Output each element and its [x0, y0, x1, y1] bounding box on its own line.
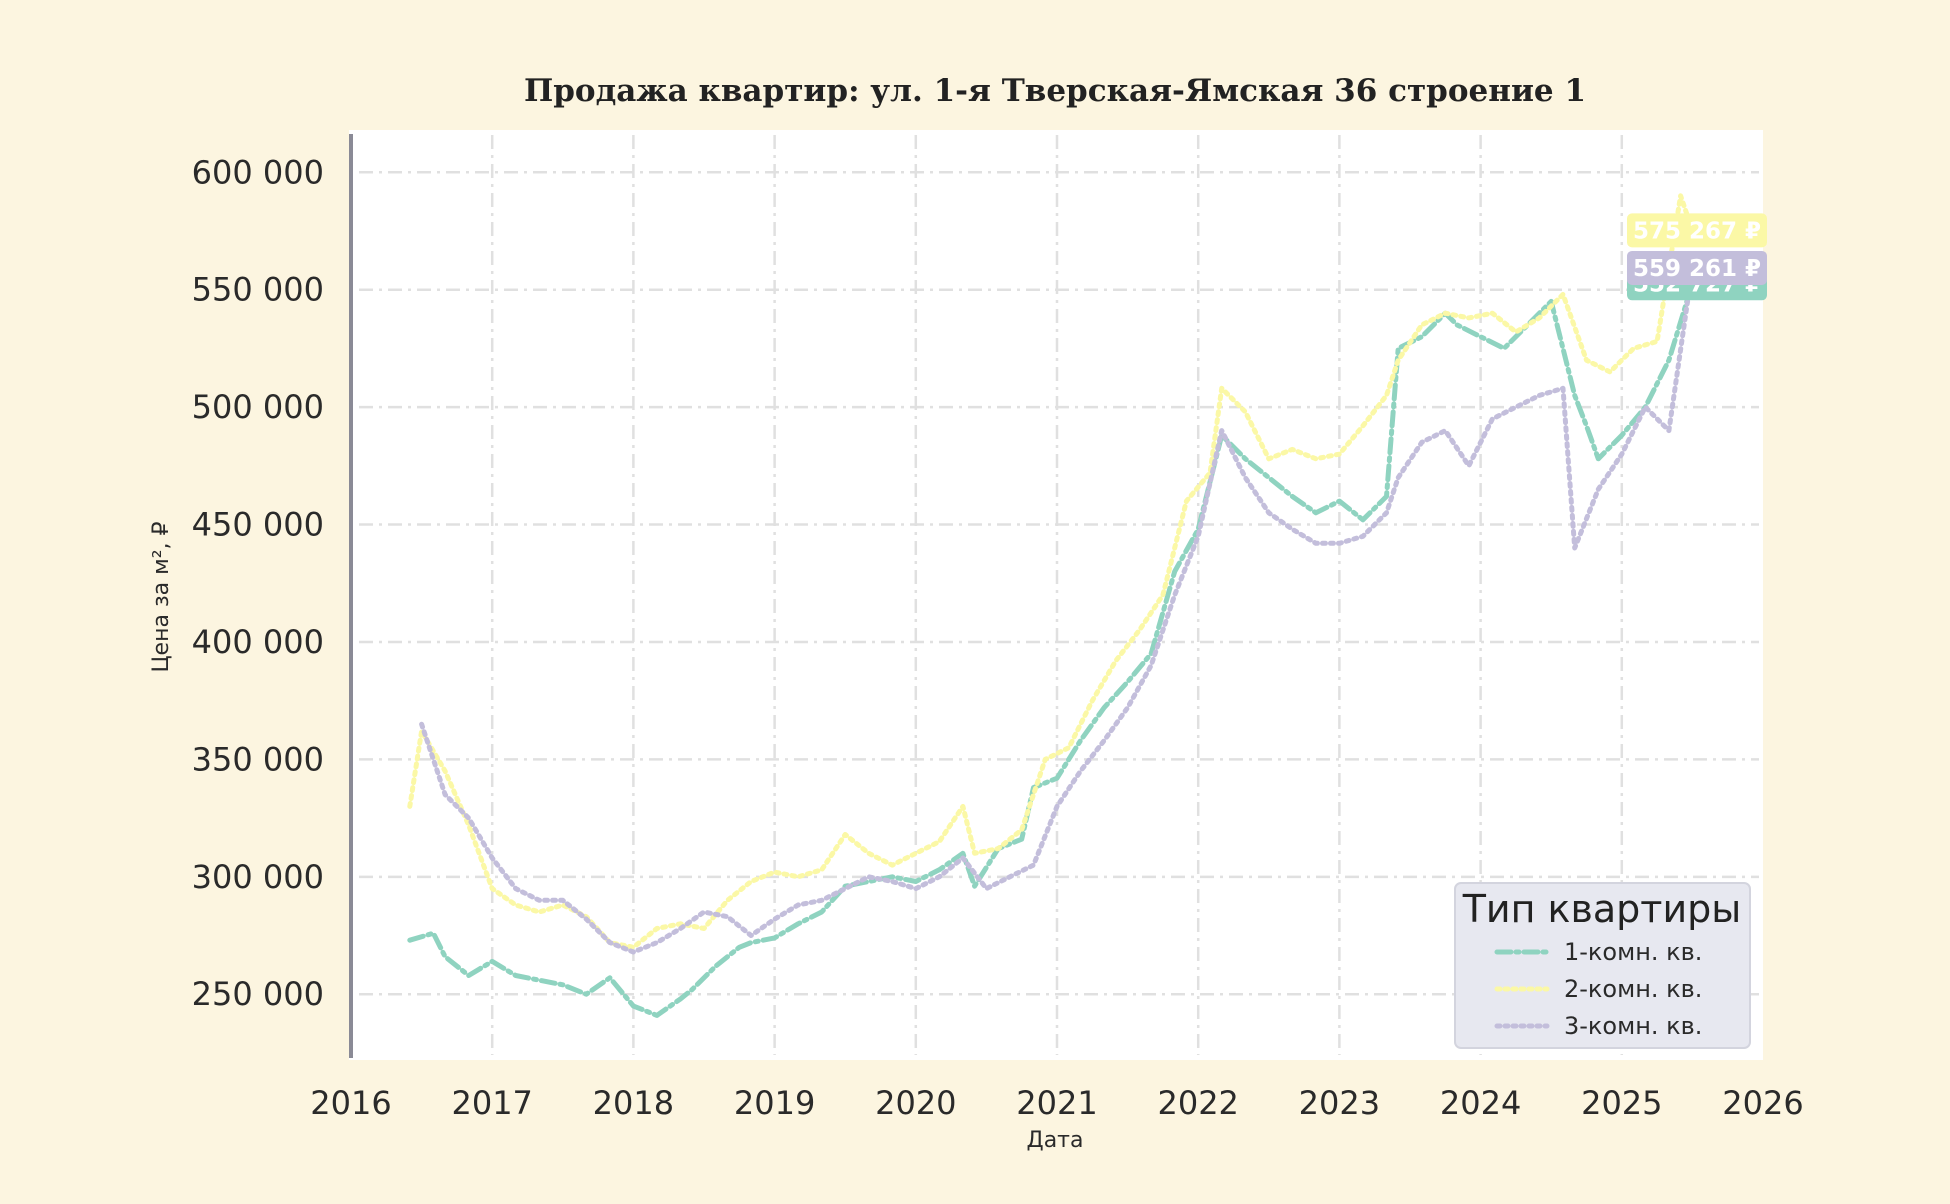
end-label-text: 575 267 ₽: [1633, 218, 1761, 244]
y-tick-label: 350 000: [192, 740, 324, 778]
x-tick-label: 2024: [1440, 1084, 1521, 1122]
y-tick-label: 500 000: [192, 388, 324, 426]
x-tick-label: 2025: [1581, 1084, 1662, 1122]
legend-label: 2-комн. кв.: [1564, 975, 1702, 1003]
series-line-3: [419, 265, 1695, 955]
legend: Тип квартиры 1-комн. кв. 2-комн. кв. 3-ком…: [1454, 882, 1751, 1049]
y-tick-label: 400 000: [192, 623, 324, 661]
x-tick-label: 2016: [310, 1084, 391, 1122]
x-tick-label: 2020: [875, 1084, 956, 1122]
grid: [359, 135, 1759, 1055]
legend-title: Тип квартиры: [1462, 887, 1742, 931]
x-tick-label: 2023: [1299, 1084, 1380, 1122]
legend-label: 3-комн. кв.: [1564, 1012, 1702, 1040]
y-axis-label: Цена за м², ₽: [149, 521, 174, 672]
x-tick-label: 2018: [593, 1084, 674, 1122]
end-labels: 552 727 ₽575 267 ₽559 261 ₽: [1627, 213, 1767, 301]
x-tick-label: 2017: [451, 1084, 532, 1122]
y-tick-label: 600 000: [192, 153, 324, 191]
x-tick-label: 2022: [1157, 1084, 1238, 1122]
y-tick-label: 250 000: [192, 975, 324, 1013]
axis-ticks: 2016 2017 2018 2019 2020 2021 2022 2023 2024 2025…: [192, 153, 1804, 1122]
y-tick-label: 550 000: [192, 271, 324, 309]
x-tick-label: 2026: [1722, 1084, 1803, 1122]
series-line-1: [407, 280, 1695, 1018]
x-tick-label: 2019: [734, 1084, 815, 1122]
x-tick-label: 2021: [1016, 1084, 1097, 1122]
legend-box: [1454, 882, 1751, 1049]
series-lines: [407, 193, 1695, 1018]
legend-items: 1-комн. кв. 2-комн. кв. 3-комн. кв.: [1494, 938, 1702, 1040]
end-label-3: 559 261 ₽: [1627, 250, 1767, 285]
chart-title: Продажа квартир: ул. 1-я Тверская-Ямская…: [524, 73, 1586, 109]
y-tick-label: 450 000: [192, 506, 324, 544]
legend-label: 1-комн. кв.: [1564, 938, 1702, 966]
end-label-box: [1627, 213, 1767, 248]
end-label-box: [1627, 250, 1767, 285]
end-label-text: 559 261 ₽: [1633, 256, 1761, 282]
y-tick-label: 300 000: [192, 858, 324, 896]
end-label-2: 575 267 ₽: [1627, 213, 1767, 248]
series-line-2: [407, 193, 1695, 950]
x-axis-label: Дата: [1027, 1128, 1084, 1153]
